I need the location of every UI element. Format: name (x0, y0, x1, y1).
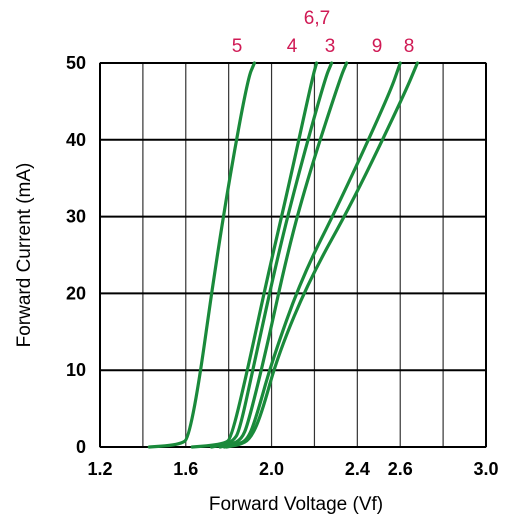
y-tick-label: 20 (66, 283, 86, 303)
y-tick-label: 30 (66, 207, 86, 227)
series-line-6-7 (209, 61, 334, 449)
x-tick-label: 1.2 (87, 459, 112, 479)
y-tick-label: 0 (76, 437, 86, 457)
series-label-3: 3 (325, 36, 336, 57)
series-layer (147, 61, 419, 449)
y-tick-label: 50 (66, 53, 86, 73)
series-label-8: 8 (404, 36, 415, 57)
x-tick-label: 1.6 (173, 459, 198, 479)
x-tick-label: 2.0 (259, 459, 284, 479)
plot-layer (99, 62, 487, 448)
y-axis-title: Forward Current (mA) (14, 163, 35, 348)
y-tick-label: 40 (66, 130, 86, 150)
series-label-5: 5 (232, 36, 243, 57)
series-label-6-7: 6,7 (304, 8, 330, 29)
x-tick-label: 2.4 (345, 459, 370, 479)
series-label-9: 9 (372, 36, 383, 57)
series-label-4: 4 (287, 36, 298, 57)
series-line-4 (190, 61, 319, 449)
label-layer: 5 4 6,7 3 9 8 (232, 8, 415, 57)
x-tick-label: 2.6 (388, 459, 413, 479)
tick-layer: 1.2 1.6 2.0 2.4 2.6 3.0 0 10 20 30 40 50 (66, 53, 499, 479)
series-line-8 (224, 61, 419, 449)
x-axis-title: Forward Voltage (Vf) (209, 494, 383, 515)
x-tick-label: 3.0 (473, 459, 498, 479)
plot-area (99, 62, 487, 448)
y-tick-label: 10 (66, 360, 86, 380)
series-line-5 (147, 61, 256, 449)
